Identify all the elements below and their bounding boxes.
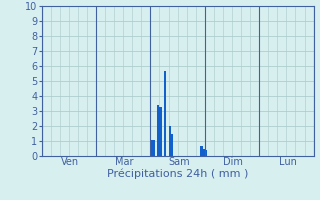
Bar <box>150 140 153 156</box>
Bar <box>169 126 171 156</box>
Bar <box>157 105 159 156</box>
Bar <box>203 148 205 156</box>
Bar <box>205 150 207 156</box>
Bar <box>171 134 173 156</box>
X-axis label: Précipitations 24h ( mm ): Précipitations 24h ( mm ) <box>107 169 248 179</box>
Bar <box>159 106 162 156</box>
Bar <box>153 140 155 156</box>
Bar <box>164 71 166 156</box>
Bar <box>200 146 203 156</box>
